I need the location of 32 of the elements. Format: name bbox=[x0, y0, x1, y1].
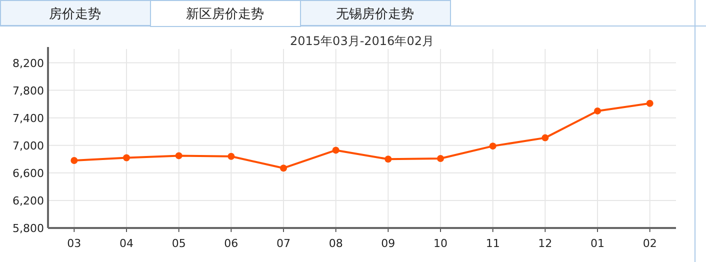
x-tick-label: 10 bbox=[434, 237, 448, 250]
y-tick-label: 7,000 bbox=[12, 139, 44, 152]
x-tick-label: 08 bbox=[328, 237, 343, 250]
point bbox=[228, 152, 235, 160]
point bbox=[332, 146, 340, 154]
x-tick-label: 04 bbox=[120, 237, 134, 250]
y-tick-label: 6,600 bbox=[12, 166, 44, 180]
point bbox=[489, 142, 496, 150]
point bbox=[123, 154, 130, 162]
chart-title: 2015年03月-2016年02月 bbox=[290, 34, 434, 48]
point bbox=[175, 152, 182, 160]
x-tick-label: 03 bbox=[67, 237, 82, 250]
y-tick-label: 6,200 bbox=[12, 194, 44, 208]
y-tick-label: 8,200 bbox=[12, 56, 44, 70]
x-tick-label: 02 bbox=[642, 237, 657, 250]
point bbox=[437, 154, 444, 162]
x-tick-label: 01 bbox=[590, 237, 604, 250]
y-tick-label: 7,800 bbox=[12, 84, 44, 98]
point bbox=[594, 107, 601, 114]
x-tick-label: 11 bbox=[486, 237, 500, 250]
x-tick-label: 09 bbox=[381, 237, 396, 250]
point bbox=[542, 134, 549, 142]
x-tick-label: 07 bbox=[276, 237, 290, 250]
x-tick-label: 12 bbox=[538, 237, 552, 250]
x-tick-label: 05 bbox=[172, 237, 186, 250]
point bbox=[384, 156, 392, 163]
x-tick-label: 06 bbox=[224, 237, 238, 250]
point bbox=[70, 157, 78, 164]
point bbox=[646, 100, 654, 107]
y-tick-label: 7,400 bbox=[12, 112, 44, 125]
y-tick-label: 5,800 bbox=[12, 222, 44, 235]
point bbox=[280, 164, 287, 172]
